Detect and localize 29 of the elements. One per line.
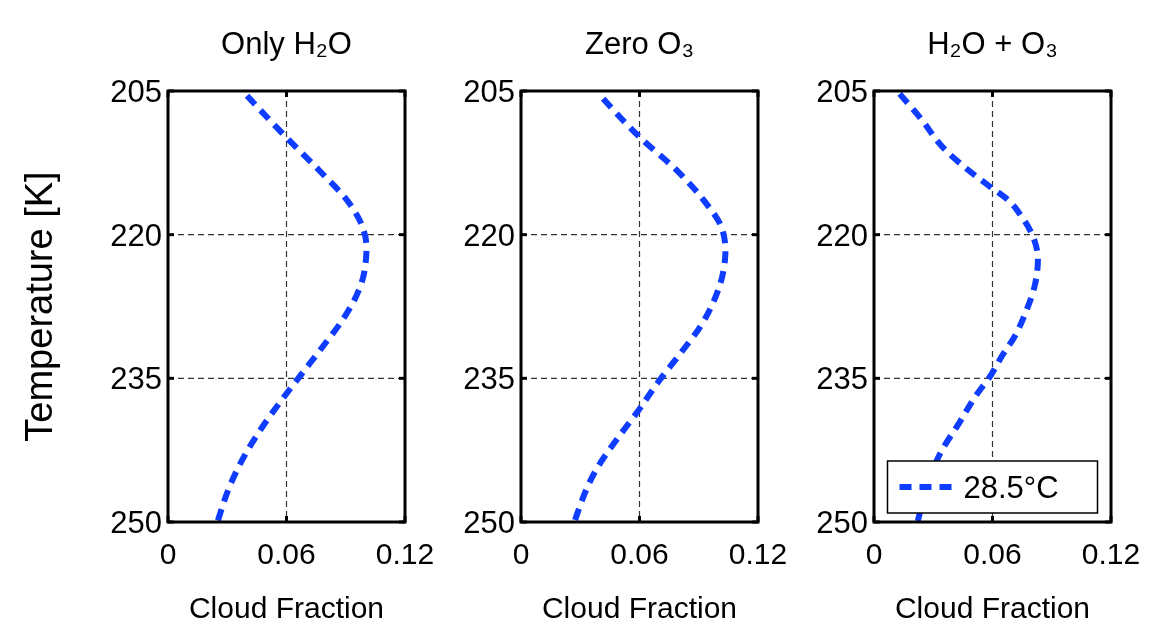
x-tick-label: 0.06: [257, 537, 316, 570]
y-axis-title: Temperature [K]: [18, 171, 60, 442]
y-tick-label: 220: [816, 217, 868, 253]
y-tick-label: 235: [463, 361, 515, 397]
legend-label: 28.5°C: [963, 470, 1059, 505]
x-axis-title: Cloud Fraction: [541, 591, 738, 624]
y-tick-label: 205: [110, 74, 162, 109]
chart-title: Only H₂O: [221, 26, 352, 61]
y-tick-label: 235: [816, 361, 868, 397]
x-tick-label: 0: [159, 537, 177, 570]
y-tick-label: 220: [110, 217, 162, 253]
x-tick-label: 0.12: [1081, 537, 1141, 570]
y-tick-label: 205: [463, 74, 515, 109]
y-tick-label: 220: [463, 217, 515, 253]
x-tick-label: 0: [512, 537, 530, 570]
x-tick-label: 0.06: [610, 537, 669, 570]
chart-title: Zero O₃: [584, 26, 695, 61]
x-tick-label: 0.12: [375, 537, 435, 570]
x-tick-label: 0: [865, 537, 883, 570]
y-tick-label: 250: [816, 505, 868, 540]
x-axis-title: Cloud Fraction: [894, 591, 1091, 624]
x-axis-title: Cloud Fraction: [188, 591, 385, 624]
y-tick-label: 205: [816, 74, 868, 109]
x-tick-label: 0.12: [728, 537, 788, 570]
x-tick-label: 0.06: [963, 537, 1022, 570]
chart-title: H₂O + O₃: [927, 26, 1058, 61]
y-tick-label: 235: [110, 361, 162, 397]
y-tick-label: 250: [463, 505, 515, 540]
y-tick-label: 250: [110, 505, 162, 540]
